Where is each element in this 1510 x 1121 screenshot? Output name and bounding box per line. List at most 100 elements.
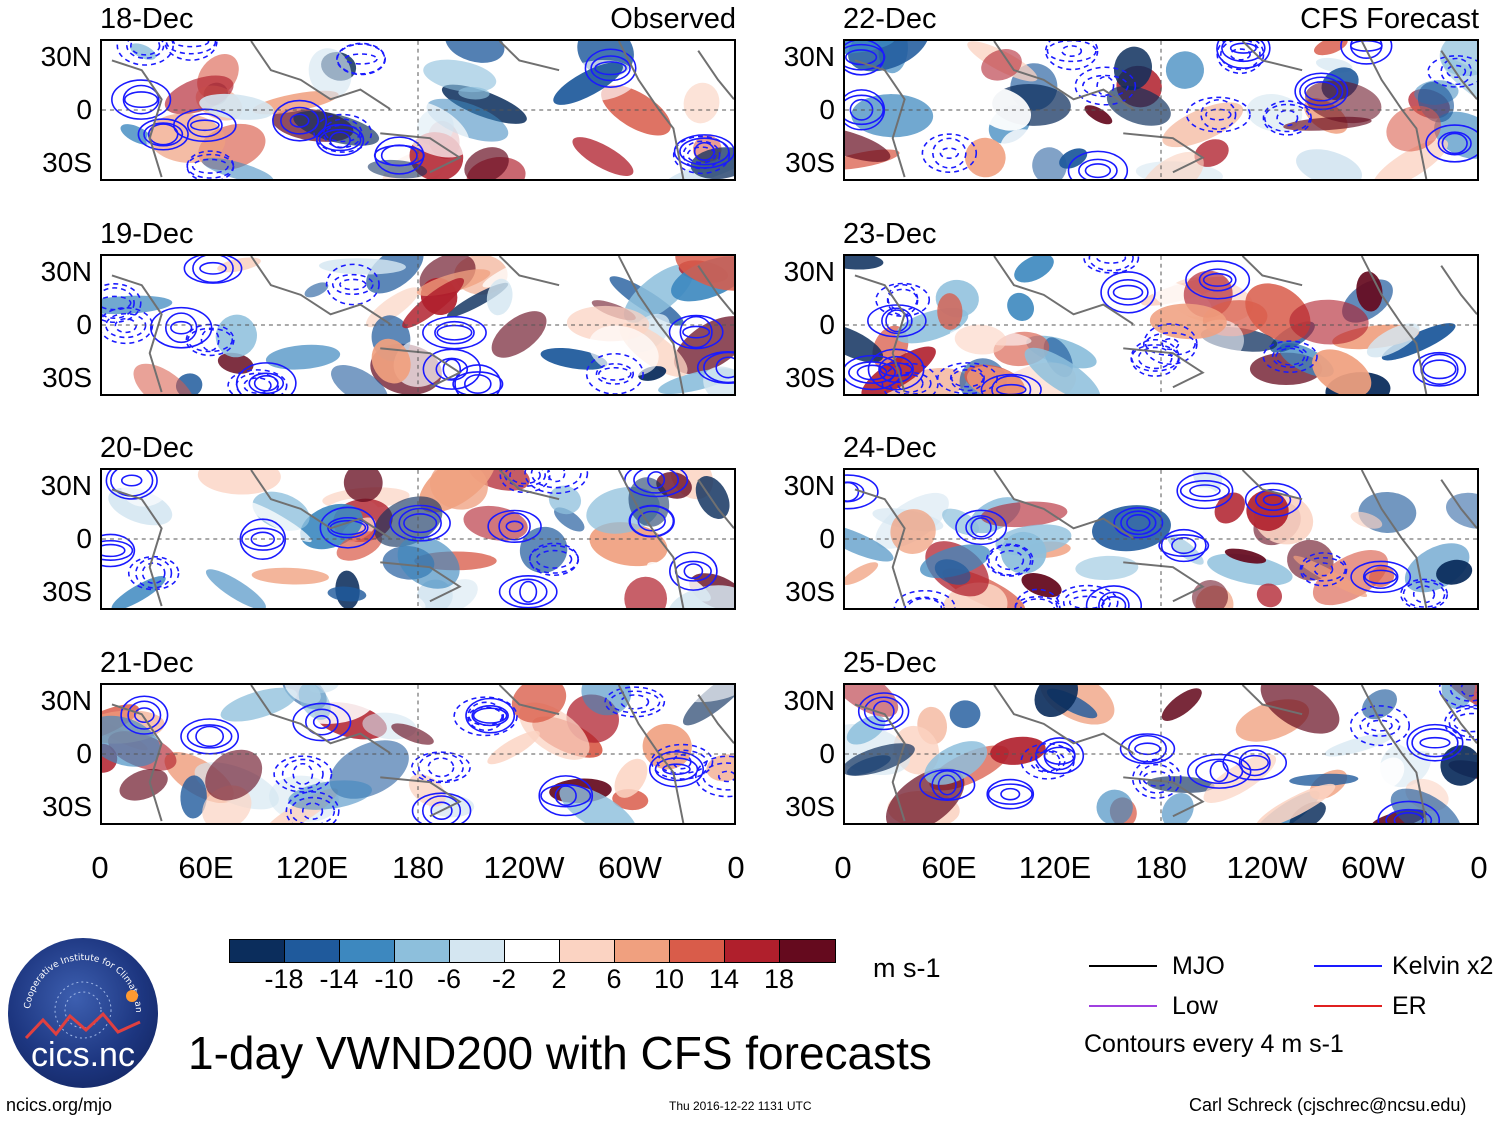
kelvin-contour <box>628 504 675 538</box>
colorbar-swatch <box>780 940 835 962</box>
kelvin-contour <box>120 474 143 487</box>
kelvin-contour <box>487 509 542 543</box>
anomaly-region <box>845 685 899 717</box>
kelvin-contour <box>878 355 914 384</box>
kelvin-contour <box>1441 132 1468 155</box>
panel-date-label: 21-Dec <box>100 647 194 679</box>
kelvin-contour <box>1185 260 1251 300</box>
coastline <box>498 470 560 501</box>
anomaly-region <box>1441 685 1476 710</box>
kelvin-contour <box>893 589 956 608</box>
kelvin-contour <box>186 113 223 138</box>
kelvin-contour <box>272 99 327 142</box>
kelvin-contour <box>126 41 165 59</box>
kelvin-contour <box>857 692 910 731</box>
anomaly-region <box>331 364 388 394</box>
lat-tick-label: 0 <box>76 738 92 769</box>
anomaly-region <box>1214 492 1245 524</box>
anomaly-region <box>1191 580 1229 608</box>
kelvin-contour <box>1134 742 1161 756</box>
anomaly-region <box>1059 148 1088 169</box>
kelvin-contour <box>1254 488 1292 512</box>
kelvin-contour <box>921 133 978 173</box>
kelvin-contour <box>191 158 229 174</box>
kelvin-contour <box>186 724 233 749</box>
kelvin-contour <box>881 307 913 335</box>
anomaly-region <box>304 282 329 298</box>
coastline <box>111 488 163 607</box>
kelvin-contour <box>105 470 158 500</box>
coastline <box>617 470 685 608</box>
kelvin-contour <box>987 544 1032 576</box>
coastline <box>1360 470 1428 608</box>
kelvin-contour <box>584 48 637 88</box>
kelvin-contour <box>102 283 142 324</box>
kelvin-contour <box>509 470 541 485</box>
anomaly-region <box>845 256 884 270</box>
kelvin-contour <box>620 694 650 710</box>
kelvin-contour <box>1440 57 1473 86</box>
legend-er-label: ER <box>1392 992 1427 1020</box>
anomaly-region <box>703 366 734 394</box>
kelvin-contour <box>172 41 210 48</box>
anomaly-region <box>464 147 509 179</box>
kelvin-contour <box>289 113 310 128</box>
colorbar-tick-label: 18 <box>763 964 795 994</box>
anomaly-region <box>491 311 547 358</box>
kelvin-contour <box>344 53 378 65</box>
kelvin-contour <box>164 41 218 61</box>
kelvin-contour <box>403 513 438 534</box>
lat-tick-label: 30N <box>40 470 92 501</box>
colorbar-tick-label: -2 <box>491 964 517 994</box>
site-link: ncics.org/mjo <box>6 1095 113 1115</box>
legend-kelvin-label: Kelvin x2 <box>1392 952 1494 980</box>
lat-tick-label: 0 <box>819 94 835 125</box>
coastline <box>1241 470 1303 501</box>
coastline <box>697 694 734 744</box>
kelvin-contour <box>1161 337 1180 351</box>
anomaly-region <box>487 730 540 765</box>
anomaly-region <box>981 49 1022 81</box>
kelvin-contour <box>235 372 280 394</box>
kelvin-contour <box>682 140 721 170</box>
kelvin-contour <box>453 696 518 737</box>
kelvin-contour <box>1452 712 1477 733</box>
anomaly-region <box>572 137 634 176</box>
map-panel-19-dec <box>100 254 736 396</box>
coastline <box>1360 256 1428 394</box>
anomaly-region <box>180 775 207 819</box>
kelvin-contour <box>442 358 462 380</box>
anomaly-region <box>975 87 1032 131</box>
coastline <box>854 274 906 393</box>
anomaly-region <box>937 293 963 330</box>
anomaly-region <box>1373 757 1405 790</box>
wind-field <box>845 470 1477 608</box>
kelvin-contour <box>315 123 365 157</box>
kelvin-contour <box>1144 332 1196 357</box>
coastline <box>1123 347 1205 389</box>
lat-tick-label: 0 <box>76 309 92 340</box>
kelvin-contour <box>904 596 945 608</box>
anomaly-region <box>1313 41 1348 56</box>
kelvin-contour <box>1393 812 1424 823</box>
kelvin-contour <box>1300 556 1347 582</box>
kelvin-contour <box>669 551 718 591</box>
coastline <box>697 50 734 100</box>
kelvin-contour <box>102 533 136 568</box>
coastline <box>1123 561 1205 603</box>
kelvin-contour <box>1313 562 1334 577</box>
anomaly-region <box>1075 555 1139 581</box>
kelvin-contour <box>1304 81 1339 102</box>
colorbar-swatch <box>670 940 725 962</box>
kelvin-contour <box>1221 41 1266 63</box>
kelvin-contour <box>679 315 713 349</box>
kelvin-contour <box>1460 685 1477 697</box>
forecast-header: CFS Forecast <box>1300 3 1479 35</box>
lat-tick-label: 30S <box>42 147 92 178</box>
anomaly-region <box>675 685 734 703</box>
kelvin-contour <box>1160 528 1207 563</box>
kelvin-contour <box>281 758 324 790</box>
anomaly-region <box>482 256 557 288</box>
anomaly-region <box>1014 256 1054 283</box>
kelvin-contour <box>1107 279 1149 306</box>
